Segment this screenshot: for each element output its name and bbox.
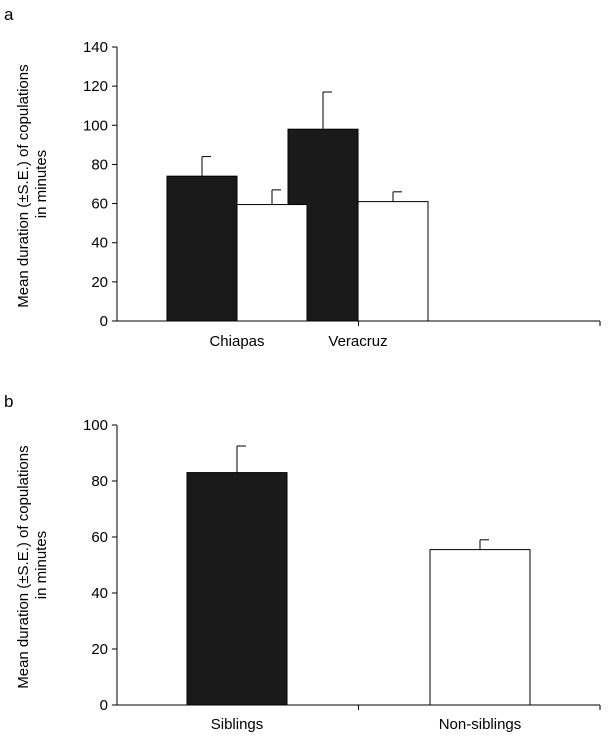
panel-a-y-axis-label-line1: Mean duration (±S.E.) of copulations xyxy=(15,64,32,307)
y-tick-label: 120 xyxy=(83,78,108,95)
x-tick-label: Chiapas xyxy=(209,333,264,350)
y-tick-label: 60 xyxy=(91,529,108,546)
y-tick-label: 0 xyxy=(100,313,108,330)
y-tick-label: 20 xyxy=(91,274,108,291)
y-tick-label: 40 xyxy=(91,235,108,252)
bar xyxy=(186,472,288,706)
panel-a-marks: 0 20 40 60 80 100 120 140 Chiapas Veracruz xyxy=(83,39,601,350)
x-tick-label: Veracruz xyxy=(328,333,387,350)
x-tick-label: Siblings xyxy=(211,716,264,733)
y-tick-label: 0 xyxy=(100,697,108,714)
panel-b-marks: 0 20 40 60 80 100 Siblings Non-siblings xyxy=(83,417,601,733)
panel-a-chart: a Mean duration (±S.E.) of copulations i… xyxy=(4,5,601,350)
y-tick-label: 20 xyxy=(91,641,108,658)
y-tick-label: 100 xyxy=(83,417,108,434)
y-tick-label: 60 xyxy=(91,196,108,213)
bar xyxy=(166,175,238,322)
panel-a-y-axis-label-line2: in minutes xyxy=(33,150,50,218)
y-tick-label: 80 xyxy=(91,473,108,490)
y-tick-label: 100 xyxy=(83,117,108,134)
panel-b-letter: b xyxy=(4,392,13,411)
y-tick-label: 40 xyxy=(91,585,108,602)
panel-b-y-axis-label-line2: in minutes xyxy=(33,531,50,599)
x-tick-label: Non-siblings xyxy=(439,716,522,733)
bar xyxy=(357,201,429,322)
panel-a-y-axis-label: Mean duration (±S.E.) of copulations in … xyxy=(15,60,50,308)
panel-b-y-axis-label: Mean duration (±S.E.) of copulations in … xyxy=(15,441,50,689)
panel-b-chart: b Mean duration (±S.E.) of copulations i… xyxy=(4,392,601,733)
y-tick-label: 140 xyxy=(83,39,108,56)
panel-b-y-axis-label-line1: Mean duration (±S.E.) of copulations xyxy=(15,445,32,688)
y-tick-label: 80 xyxy=(91,156,108,173)
panel-a-letter: a xyxy=(4,5,14,24)
bar xyxy=(236,204,308,322)
bar xyxy=(429,549,531,706)
